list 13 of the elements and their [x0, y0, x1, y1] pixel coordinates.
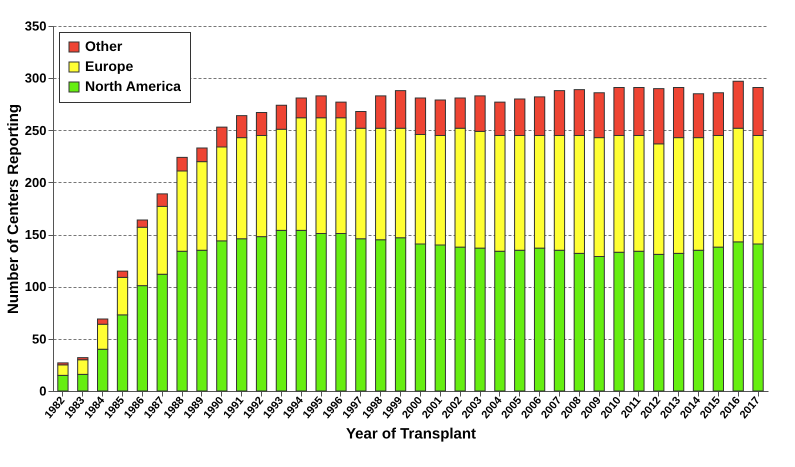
y-tick-label: 0: [39, 384, 46, 398]
y-tick-label: 200: [24, 174, 46, 190]
y-tick-label: 350: [24, 18, 46, 34]
legend-label: Europe: [85, 58, 134, 74]
y-tick-label: 300: [24, 70, 46, 86]
y-tick-label: 50: [32, 331, 46, 346]
legend-label: Other: [85, 38, 123, 54]
y-tick-label: 100: [24, 279, 46, 294]
y-tick-label: 150: [24, 227, 46, 242]
y-tick-label: 250: [24, 122, 46, 138]
y-axis-title: Number of Centers Reporting: [4, 104, 22, 314]
legend-label: North America: [85, 78, 182, 94]
x-axis-title: Year of Transplant: [346, 425, 476, 442]
